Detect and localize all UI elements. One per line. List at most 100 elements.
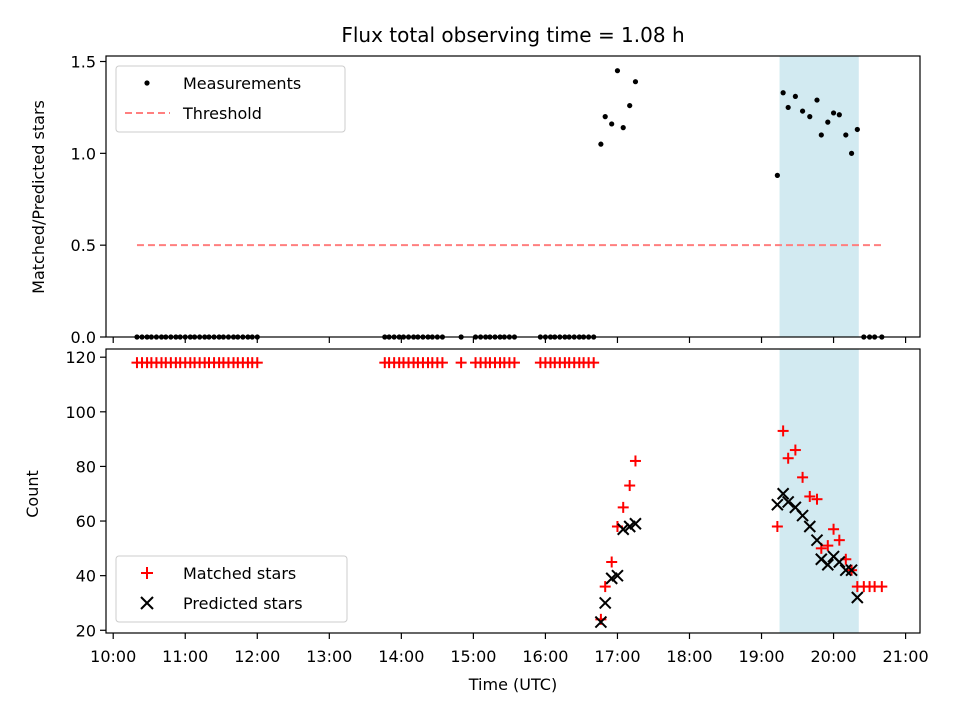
measurement-point — [627, 102, 633, 109]
measurement-point — [807, 114, 813, 120]
measurement-point — [632, 79, 639, 85]
measurement-point — [843, 132, 849, 138]
x-tick-label: 18:00 — [666, 647, 712, 666]
predicted-star-point — [833, 555, 846, 569]
matched-star-point — [876, 581, 888, 593]
measurement-point — [609, 121, 615, 127]
matched-star-point — [251, 357, 263, 369]
measurement-point — [780, 90, 786, 96]
x-tick-label: 10:00 — [90, 647, 136, 666]
measurement-point — [602, 114, 608, 120]
x-tick-label: 11:00 — [162, 647, 208, 666]
top-panel-y-axis: 0.0 0.5 1.0 1.5 — [71, 53, 106, 347]
x-tick-label: 13:00 — [306, 647, 352, 666]
measurement-point — [598, 141, 604, 147]
top-panel: 0.0 0.5 1.0 1.5 Matched/Predicted stars Mea… — [29, 53, 921, 347]
x-tick-label: 12:00 — [234, 647, 280, 666]
bottom-panel-highlight-band — [779, 349, 859, 633]
matched-star-point — [777, 425, 789, 437]
predicted-star-point — [611, 569, 624, 582]
measurement-point — [854, 126, 860, 133]
predicted-star-point — [796, 509, 809, 522]
predicted-star-point — [845, 563, 858, 577]
predicted-star-point — [617, 523, 630, 536]
measurement-point — [814, 97, 820, 103]
predicted-star-point — [781, 495, 795, 509]
top-panel-frame — [105, 55, 921, 338]
predicted-star-point — [629, 517, 642, 530]
matched-star-point — [508, 357, 520, 369]
matched-star-point — [789, 444, 801, 456]
matched-star-point — [588, 357, 600, 369]
top-legend: Measurements Threshold — [115, 65, 346, 133]
measurement-point — [792, 93, 798, 100]
top-panel-x-ticks — [112, 337, 907, 343]
y-tick-label: 60 — [76, 512, 96, 531]
predicted-star-point — [594, 615, 608, 629]
bottom-panel: 20 40 60 80 100 120 10:00 11:00 12:00 13:00 14:00… — [23, 348, 929, 694]
bottom-panel-marks — [131, 357, 888, 629]
predicted-star-point — [839, 563, 853, 577]
matched-star-point — [599, 581, 611, 593]
predicted-star-point — [821, 558, 835, 571]
measurement-point — [848, 150, 855, 156]
measurement-point — [825, 119, 831, 125]
measurement-point — [830, 110, 837, 116]
legend-measurements-label: Measurements — [183, 74, 301, 93]
legend-predicted-marker — [140, 596, 154, 610]
legend-measurements-marker — [144, 80, 150, 86]
measurement-point — [620, 125, 626, 131]
bottom-y-axis-label: Count — [23, 470, 42, 518]
x-tick-label: 14:00 — [378, 647, 424, 666]
matched-star-point — [797, 471, 809, 483]
measurement-point — [785, 104, 791, 111]
x-tick-label: 15:00 — [450, 647, 496, 666]
x-tick-label: 17:00 — [594, 647, 640, 666]
predicted-star-point — [771, 498, 784, 511]
matched-star-point — [828, 523, 840, 535]
y-tick-label: 1.0 — [71, 144, 96, 163]
matched-star-point — [822, 540, 834, 552]
legend-matched-label: Matched stars — [183, 564, 296, 583]
y-tick-label: 0.0 — [71, 328, 96, 347]
matched-star-point — [833, 534, 845, 546]
y-tick-label: 120 — [65, 348, 96, 367]
measurement-point — [614, 68, 621, 74]
legend-predicted-label: Predicted stars — [183, 594, 303, 613]
measurement-point — [774, 172, 780, 178]
x-tick-label: 19:00 — [738, 647, 784, 666]
matched-star-point — [617, 501, 629, 513]
bottom-legend-box — [115, 555, 348, 623]
bottom-panel-frame — [105, 348, 921, 634]
matched-star-point — [782, 452, 794, 464]
legend-threshold-label: Threshold — [182, 104, 262, 123]
y-tick-label: 20 — [76, 621, 96, 640]
bottom-panel-y-axis: 20 40 60 80 100 120 — [65, 348, 106, 640]
predicted-star-point — [598, 596, 612, 610]
x-tick-label: 21:00 — [883, 647, 929, 666]
predicted-star-point — [776, 487, 790, 500]
predicted-star-point — [851, 591, 864, 604]
predicted-star-point — [810, 533, 824, 547]
x-axis-label: Time (UTC) — [468, 675, 557, 694]
measurement-point — [818, 132, 824, 138]
y-tick-label: 80 — [76, 457, 96, 476]
matched-star-point — [629, 455, 641, 467]
y-tick-label: 40 — [76, 567, 96, 586]
matched-star-point — [624, 480, 636, 492]
x-tick-label: 20:00 — [811, 647, 857, 666]
legend-matched-marker — [141, 567, 153, 579]
matched-star-point — [436, 357, 448, 369]
measurement-point — [836, 112, 842, 118]
top-y-axis-label: Matched/Predicted stars — [29, 100, 48, 294]
predicted-star-point — [803, 520, 816, 533]
top-panel-highlight-band — [779, 56, 859, 337]
matched-star-point — [606, 556, 618, 568]
x-tick-label: 16:00 — [522, 647, 568, 666]
y-tick-label: 100 — [65, 403, 96, 422]
bottom-panel-x-axis: 10:00 11:00 12:00 13:00 14:00 15:00 16:00 17:00… — [90, 633, 929, 666]
matched-star-point — [455, 357, 467, 369]
matched-star-point — [771, 521, 783, 532]
y-tick-label: 0.5 — [71, 236, 96, 255]
